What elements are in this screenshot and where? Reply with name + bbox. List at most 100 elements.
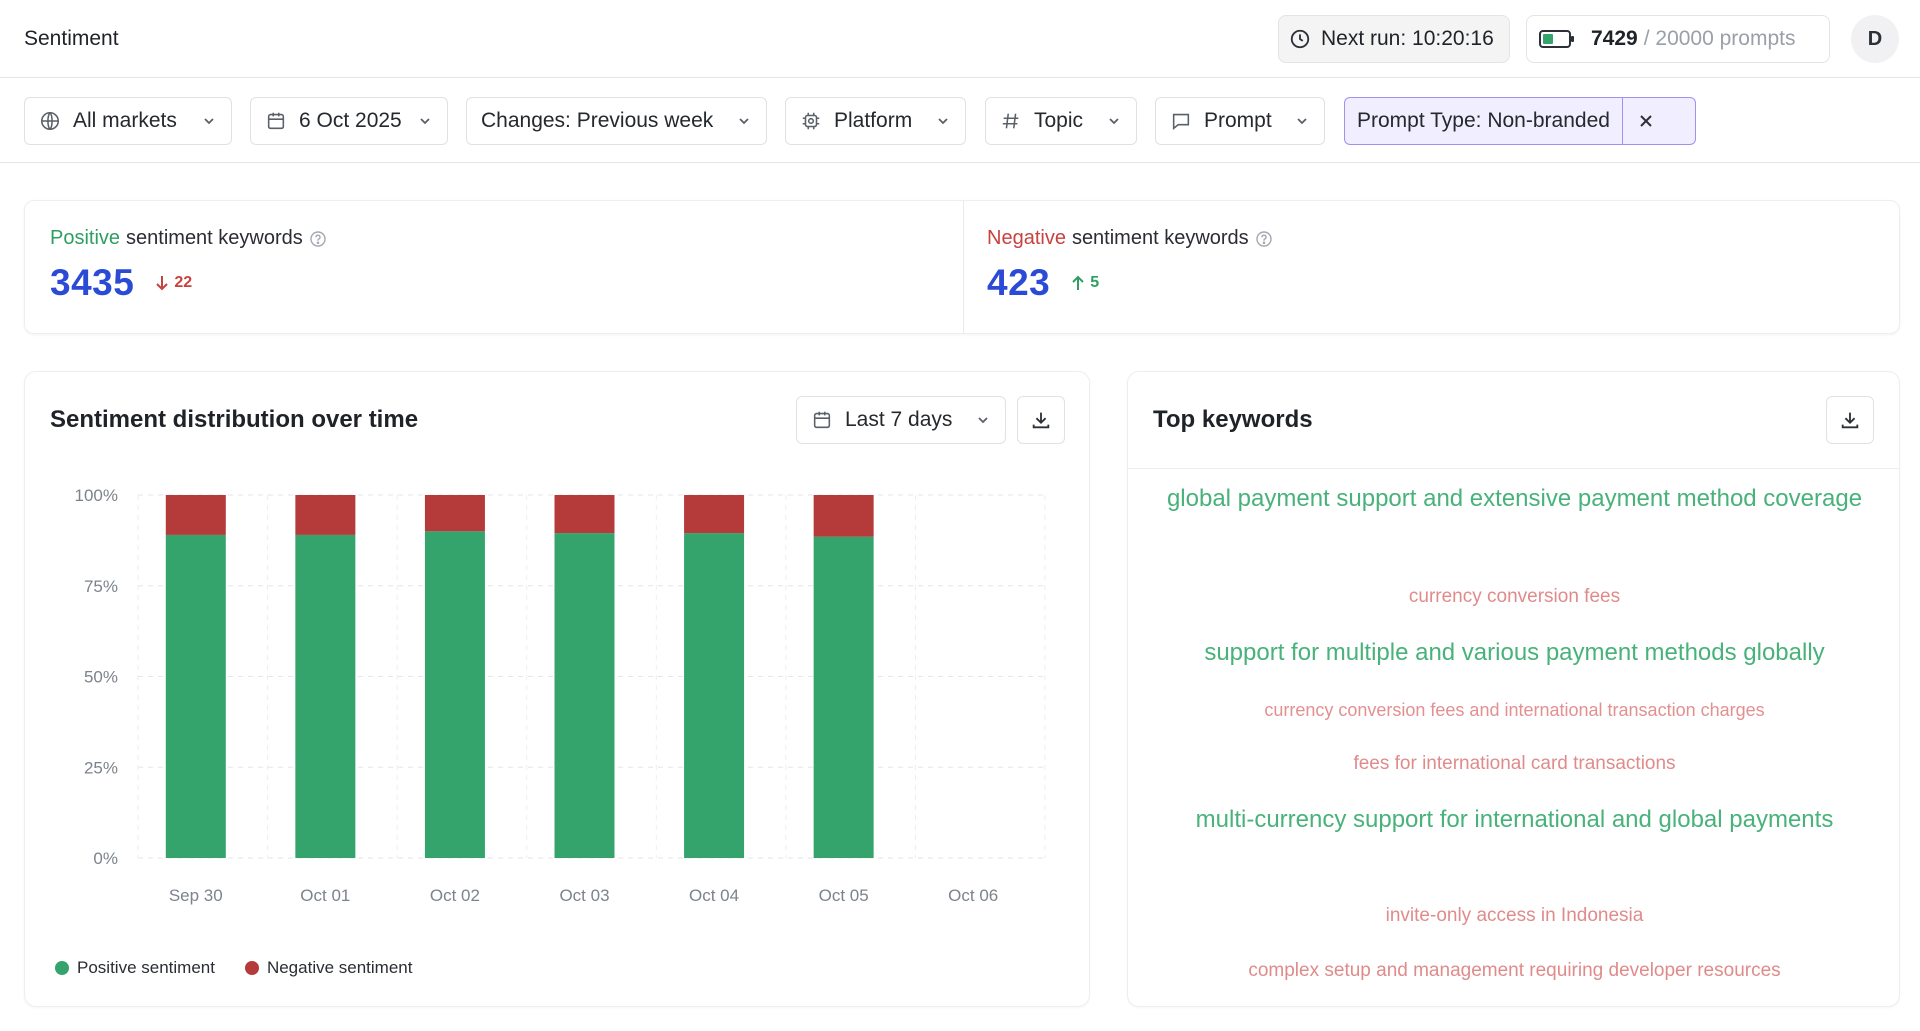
credits-used: 7429 [1591, 27, 1638, 50]
prompt-type-filter[interactable]: Prompt Type: Non-branded [1344, 97, 1696, 145]
chart-legend: Positive sentiment Negative sentiment [55, 958, 442, 978]
panel-header-divider [1128, 468, 1899, 469]
positive-kpi-value: 3435 [50, 262, 135, 303]
chevron-down-icon [204, 118, 214, 125]
bar-negative[interactable] [554, 495, 615, 534]
negative-label-rest: sentiment keywords [1071, 227, 1249, 249]
legend-label-negative: Negative sentiment [266, 958, 413, 977]
bar-positive[interactable] [165, 534, 226, 858]
filter-bar: All markets 6 Oct 2025 Changes: Previous… [0, 79, 1920, 163]
top-bar: Sentiment Next run: 10:20:16 7429 / 2000… [0, 0, 1920, 78]
globe-icon [40, 111, 60, 131]
bar-positive[interactable] [813, 536, 874, 858]
prompt-type-filter-label: Prompt Type: Non-branded [1357, 109, 1610, 132]
x-tick-label: Oct 03 [559, 886, 609, 905]
markets-filter-label: All markets [73, 109, 177, 132]
user-avatar[interactable]: D [1851, 15, 1899, 63]
keyword-item[interactable]: fees for international card transactions [1353, 753, 1676, 774]
clock-icon [1290, 29, 1310, 49]
x-tick-label: Oct 02 [430, 886, 480, 905]
changes-filter-label: Changes: Previous week [481, 109, 714, 132]
legend-item-negative[interactable]: Negative sentiment [244, 958, 413, 978]
positive-kpi-title: Positive sentiment keywords [50, 227, 327, 250]
next-run-label: Next run: 10:20:16 [1321, 27, 1494, 50]
date-filter[interactable]: 6 Oct 2025 [250, 97, 448, 145]
chip-icon [802, 112, 820, 130]
x-tick-label: Oct 05 [819, 886, 869, 905]
y-tick-label: 0% [93, 849, 118, 868]
positive-label: Positive [50, 227, 121, 249]
bar-negative[interactable] [684, 495, 745, 534]
download-icon [1841, 412, 1859, 429]
prompt-filter[interactable]: Prompt [1155, 97, 1325, 145]
bar-negative[interactable] [165, 495, 226, 535]
x-tick-label: Oct 04 [689, 886, 739, 905]
download-button[interactable] [1826, 396, 1874, 444]
date-range-select[interactable]: Last 7 days [796, 396, 1006, 444]
positive-delta-value: 22 [174, 274, 193, 291]
keyword-item[interactable]: complex setup and management requiring d… [1248, 960, 1781, 981]
legend-dot-positive [55, 961, 69, 975]
markets-filter[interactable]: All markets [24, 97, 232, 145]
keyword-item[interactable]: support for multiple and various payment… [1204, 639, 1825, 666]
credits-total: / 20000 prompts [1643, 27, 1796, 50]
platform-filter-label: Platform [834, 109, 913, 132]
help-icon[interactable] [309, 230, 327, 248]
clear-filter-button[interactable] [1621, 98, 1670, 144]
keyword-item[interactable]: multi-currency support for international… [1195, 806, 1834, 833]
next-run-indicator: Next run: 10:20:16 [1278, 15, 1510, 63]
download-button[interactable] [1017, 396, 1065, 444]
platform-filter[interactable]: Platform [785, 97, 966, 145]
keyword-item[interactable]: currency conversion fees [1408, 586, 1621, 607]
bar-positive[interactable] [295, 534, 356, 858]
positive-label-rest: sentiment keywords [126, 227, 303, 249]
bar-negative[interactable] [813, 495, 874, 537]
kpi-divider [963, 201, 964, 333]
negative-kpi-value: 423 [987, 262, 1051, 303]
chevron-down-icon [978, 417, 988, 424]
panel-title: Top keywords [1153, 406, 1313, 433]
x-tick-label: Oct 06 [948, 886, 998, 905]
date-range-label: Last 7 days [845, 408, 953, 431]
positive-delta: 22 [154, 274, 192, 292]
bar-negative[interactable] [295, 495, 356, 535]
bar-positive[interactable] [424, 531, 485, 858]
negative-delta-value: 5 [1090, 274, 1100, 291]
changes-filter[interactable]: Changes: Previous week [466, 97, 767, 145]
bar-negative[interactable] [424, 495, 485, 532]
bar-positive[interactable] [554, 533, 615, 858]
keyword-item[interactable]: invite-only access in Indonesia [1385, 905, 1644, 926]
legend-item-positive[interactable]: Positive sentiment [55, 958, 215, 978]
y-tick-label: 25% [84, 758, 118, 777]
topic-filter[interactable]: Topic [985, 97, 1137, 145]
x-tick-label: Oct 01 [300, 886, 350, 905]
sentiment-distribution-chart: 0% 25% 50% 75% 100% Sep 30 Oct 01 Oct 02 Oct 03 O… [75, 486, 1046, 905]
calendar-icon [813, 411, 831, 429]
help-icon[interactable] [1255, 230, 1273, 248]
top-keywords-panel: Top keywords global payment support and … [1127, 371, 1900, 1007]
keyword-item[interactable]: currency conversion fees and internation… [1264, 700, 1765, 720]
x-tick-label: Sep 30 [169, 886, 223, 905]
arrow-down-icon [156, 276, 169, 291]
sentiment-distribution-panel: Sentiment distribution over time Last 7 … [24, 371, 1090, 1007]
kpi-summary-card: Positive sentiment keywords 3435 22 Nega… [24, 200, 1900, 334]
prompt-filter-label: Prompt [1204, 109, 1272, 132]
calendar-icon [267, 112, 285, 130]
prompt-credits[interactable]: 7429 / 20000 prompts [1526, 15, 1830, 63]
negative-kpi: Negative sentiment keywords 423 5 [987, 227, 1273, 304]
hash-icon [1002, 113, 1019, 129]
negative-label: Negative [987, 227, 1066, 249]
bar-positive[interactable] [684, 533, 745, 858]
legend-label-positive: Positive sentiment [77, 958, 215, 977]
chevron-down-icon [938, 118, 948, 125]
legend-dot-negative [244, 961, 259, 975]
date-filter-label: 6 Oct 2025 [299, 109, 402, 132]
panel-title: Sentiment distribution over time [50, 406, 419, 433]
negative-delta: 5 [1070, 274, 1099, 292]
topic-filter-label: Topic [1034, 109, 1084, 132]
y-tick-label: 50% [84, 668, 118, 687]
chevron-down-icon [739, 118, 749, 125]
download-icon [1032, 412, 1050, 429]
negative-kpi-title: Negative sentiment keywords [987, 227, 1273, 250]
keyword-item[interactable]: global payment support and extensive pay… [1166, 485, 1863, 512]
